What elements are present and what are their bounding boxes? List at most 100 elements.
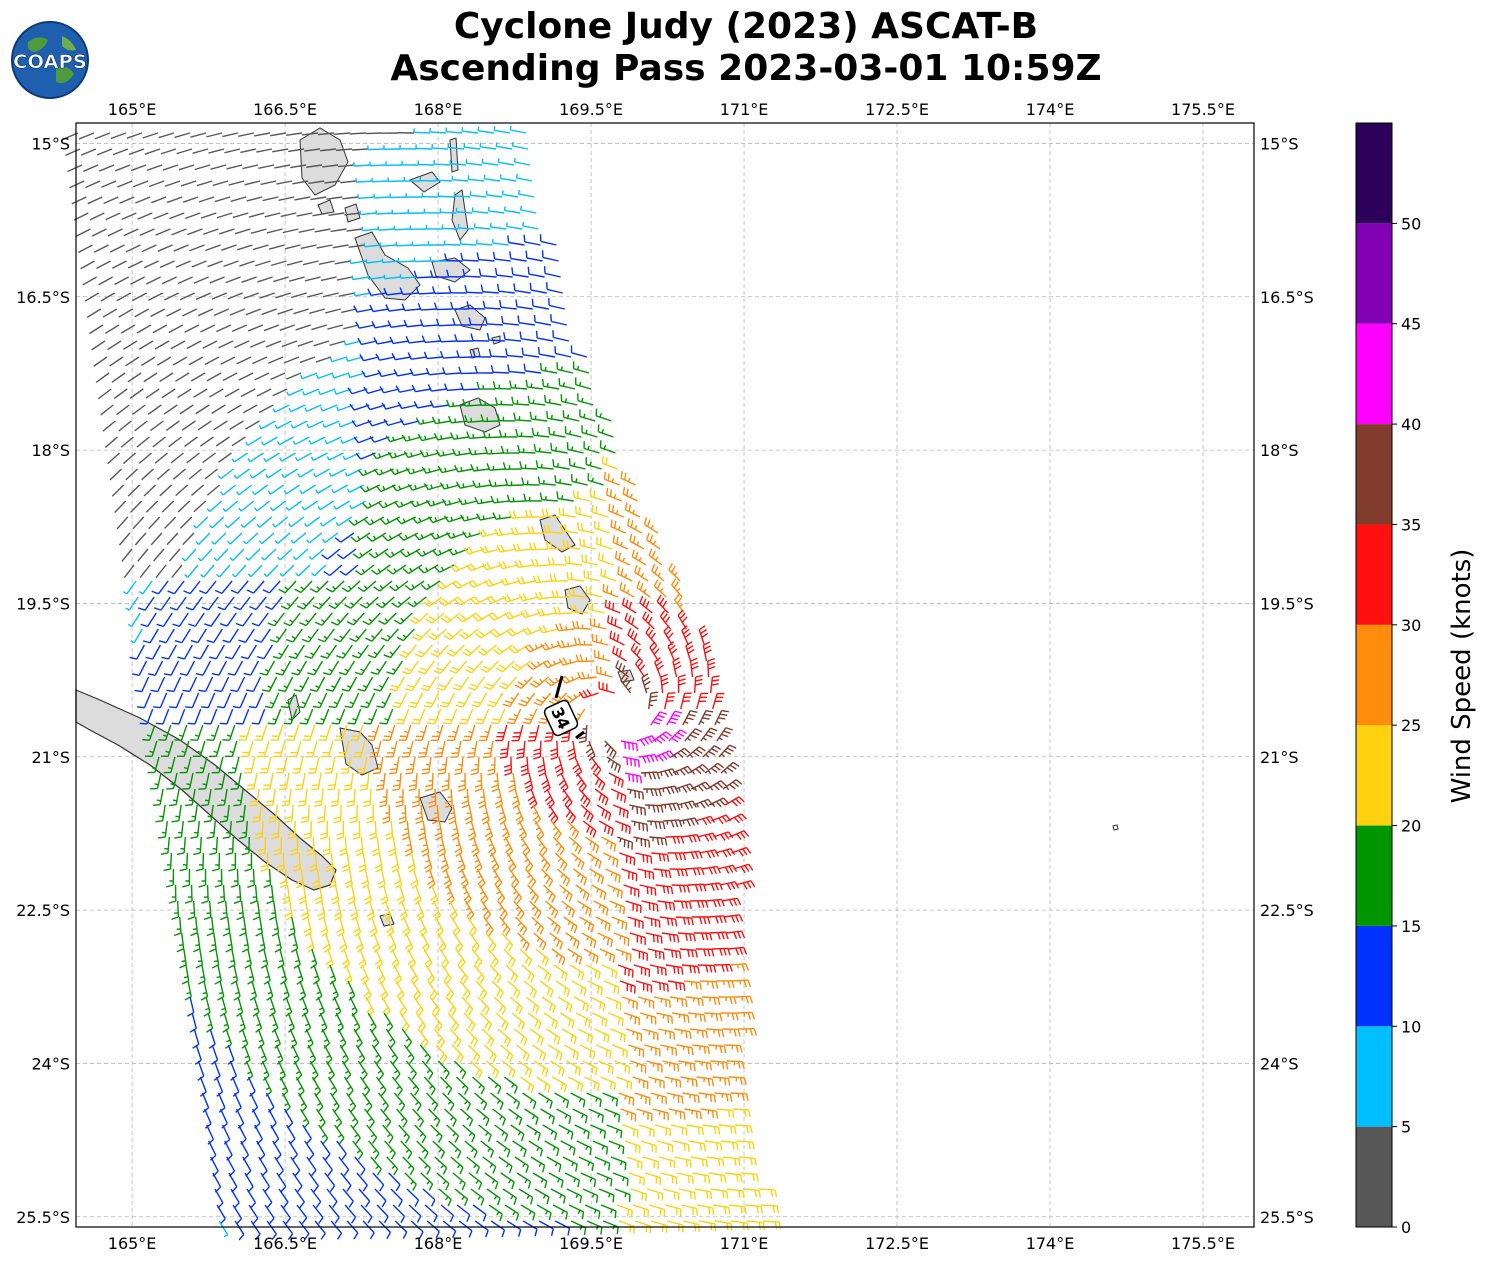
wind-barb [659, 916, 678, 927]
wind-barb [648, 548, 663, 566]
colorbar-frame [1355, 122, 1393, 1228]
wind-barb [291, 292, 307, 299]
wind-barb [641, 900, 659, 912]
wind-barb [707, 658, 716, 678]
wind-barb [206, 484, 221, 496]
wind-barb [161, 388, 176, 399]
wind-barb [576, 1140, 592, 1156]
wind-barb [367, 1012, 377, 1033]
wind-barb [575, 1012, 592, 1028]
wind-barb [259, 1044, 268, 1065]
wind-barb [116, 292, 132, 302]
wind-barb [732, 1108, 751, 1118]
wind-barb [441, 772, 450, 792]
wind-barb [249, 596, 267, 611]
wind-barb [130, 276, 145, 285]
wind-barb [625, 900, 642, 914]
wind-barb [666, 1220, 684, 1233]
wind-barb [466, 740, 478, 759]
wind-barb [502, 1188, 518, 1205]
wind-barb [264, 212, 281, 218]
wind-barb [642, 611, 655, 630]
wind-barb [97, 388, 112, 400]
wind-barb [310, 196, 327, 201]
wind-barb [138, 580, 153, 595]
wind-barb [583, 441, 600, 454]
wind-barb [158, 820, 168, 839]
wind-barb [697, 964, 717, 973]
wind-barb [211, 532, 227, 545]
wind-barb [656, 768, 677, 778]
wind-barb [277, 1060, 286, 1081]
wind-barb [169, 692, 184, 709]
wind-barb [281, 788, 292, 807]
wind-barb [550, 1188, 566, 1204]
wind-barb [263, 564, 279, 577]
wind-barb [357, 676, 374, 692]
wind-barb [477, 996, 490, 1016]
wind-barb [306, 932, 315, 953]
wind-barb [427, 708, 442, 725]
wind-barb [488, 1204, 503, 1222]
wind-barb [475, 239, 493, 246]
wind-barb [379, 788, 388, 808]
wind-barb [452, 317, 471, 326]
lon-tick-label-top: 174°E [1026, 100, 1075, 119]
wind-barb [125, 244, 141, 253]
wind-barb [326, 1188, 338, 1208]
wind-barb [486, 1188, 501, 1206]
wind-barb [129, 644, 146, 660]
wind-barb [342, 196, 359, 200]
wind-barb [444, 253, 463, 262]
wind-barb [172, 468, 187, 480]
wind-barb [250, 228, 267, 234]
wind-barb [460, 382, 480, 391]
wind-barb [633, 964, 651, 977]
wind-barb [499, 676, 518, 690]
island [469, 347, 481, 359]
lat-tick-label-right: 15°S [1260, 134, 1299, 153]
wind-barb [193, 740, 206, 758]
wind-barb [243, 292, 259, 300]
wind-barb [417, 660, 436, 675]
wind-barb [252, 804, 262, 823]
wind-barb [508, 644, 529, 654]
wind-barb [498, 299, 517, 310]
wind-barb [308, 548, 325, 560]
wind-barb [160, 836, 171, 856]
wind-barb [402, 1156, 415, 1176]
lon-tick-label-top: 168°E [414, 100, 463, 119]
wind-barb [195, 404, 210, 415]
wind-barb [463, 1012, 476, 1032]
wind-barb [522, 221, 539, 230]
wind-barb [715, 1220, 733, 1231]
wind-barb [584, 836, 600, 854]
wind-barb [722, 1028, 741, 1037]
wind-barb [143, 484, 157, 497]
wind-barb [563, 1044, 579, 1061]
wind-barb [233, 1092, 242, 1113]
wind-barb [420, 1172, 434, 1191]
wind-barb [568, 588, 587, 598]
wind-barb [504, 478, 524, 487]
wind-barb [431, 143, 449, 150]
wind-barb [459, 980, 471, 1000]
wind-barb [572, 1108, 588, 1124]
wind-barb [491, 772, 500, 793]
wind-barb [507, 772, 517, 793]
wind-barb [712, 1204, 731, 1215]
wind-barb [694, 1188, 713, 1200]
wind-barb [276, 180, 293, 185]
island [451, 189, 469, 241]
wind-barb [471, 207, 489, 214]
wind-barb [127, 484, 141, 497]
wind-barb [309, 852, 318, 873]
wind-barb [575, 654, 595, 663]
wind-barb [506, 1220, 522, 1237]
wind-barb [317, 132, 335, 136]
wind-barb [125, 356, 140, 367]
wind-barb [350, 532, 371, 543]
wind-barb [142, 628, 159, 644]
wind-barb [550, 314, 568, 326]
wind-barb [294, 196, 311, 201]
